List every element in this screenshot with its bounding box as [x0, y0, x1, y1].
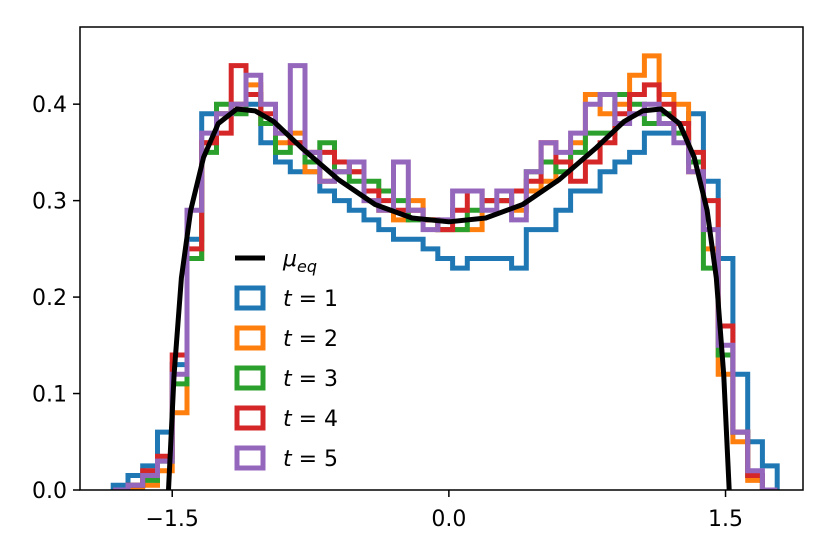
equilibrium-curve: [166, 106, 732, 490]
legend-swatch-t1: [234, 285, 266, 311]
y-tick-label: 0.4: [32, 93, 67, 118]
legend: μeq t = 1 t = 2 t = 3 t = 4 t = 5: [234, 247, 338, 472]
x-tick-label: 1.5: [708, 507, 743, 532]
histogram-series-t5: [113, 63, 778, 490]
axes: −1.5 0.0 1.5 0.0 0.1 0.2 0.3 0.4: [32, 26, 804, 532]
y-tick-label: 0.1: [32, 383, 67, 408]
y-tick-label: 0.0: [32, 479, 67, 504]
legend-label-t1: t = 1: [283, 287, 338, 312]
legend-swatch-t4: [234, 405, 266, 431]
legend-swatch-t3: [234, 365, 266, 391]
histogram-series-t4: [113, 63, 778, 490]
axes-frame: [79, 26, 804, 491]
plot-area: [110, 53, 780, 490]
histogram-series-t3: [113, 92, 778, 490]
legend-label-t5: t = 5: [283, 447, 338, 472]
legend-swatch-t2: [234, 325, 266, 351]
x-tick-label: 0.0: [431, 507, 466, 532]
legend-label-equilibrium: μeq: [282, 247, 317, 276]
legend-swatch-t5: [234, 445, 266, 471]
legend-label-t4: t = 4: [283, 407, 338, 432]
y-tick-label: 0.2: [32, 286, 67, 311]
y-tick-label: 0.3: [32, 190, 67, 215]
x-tick-label: −1.5: [146, 507, 199, 532]
legend-label-t3: t = 3: [283, 367, 338, 392]
legend-label-t2: t = 2: [283, 327, 338, 352]
histogram-series-t1: [110, 101, 780, 490]
